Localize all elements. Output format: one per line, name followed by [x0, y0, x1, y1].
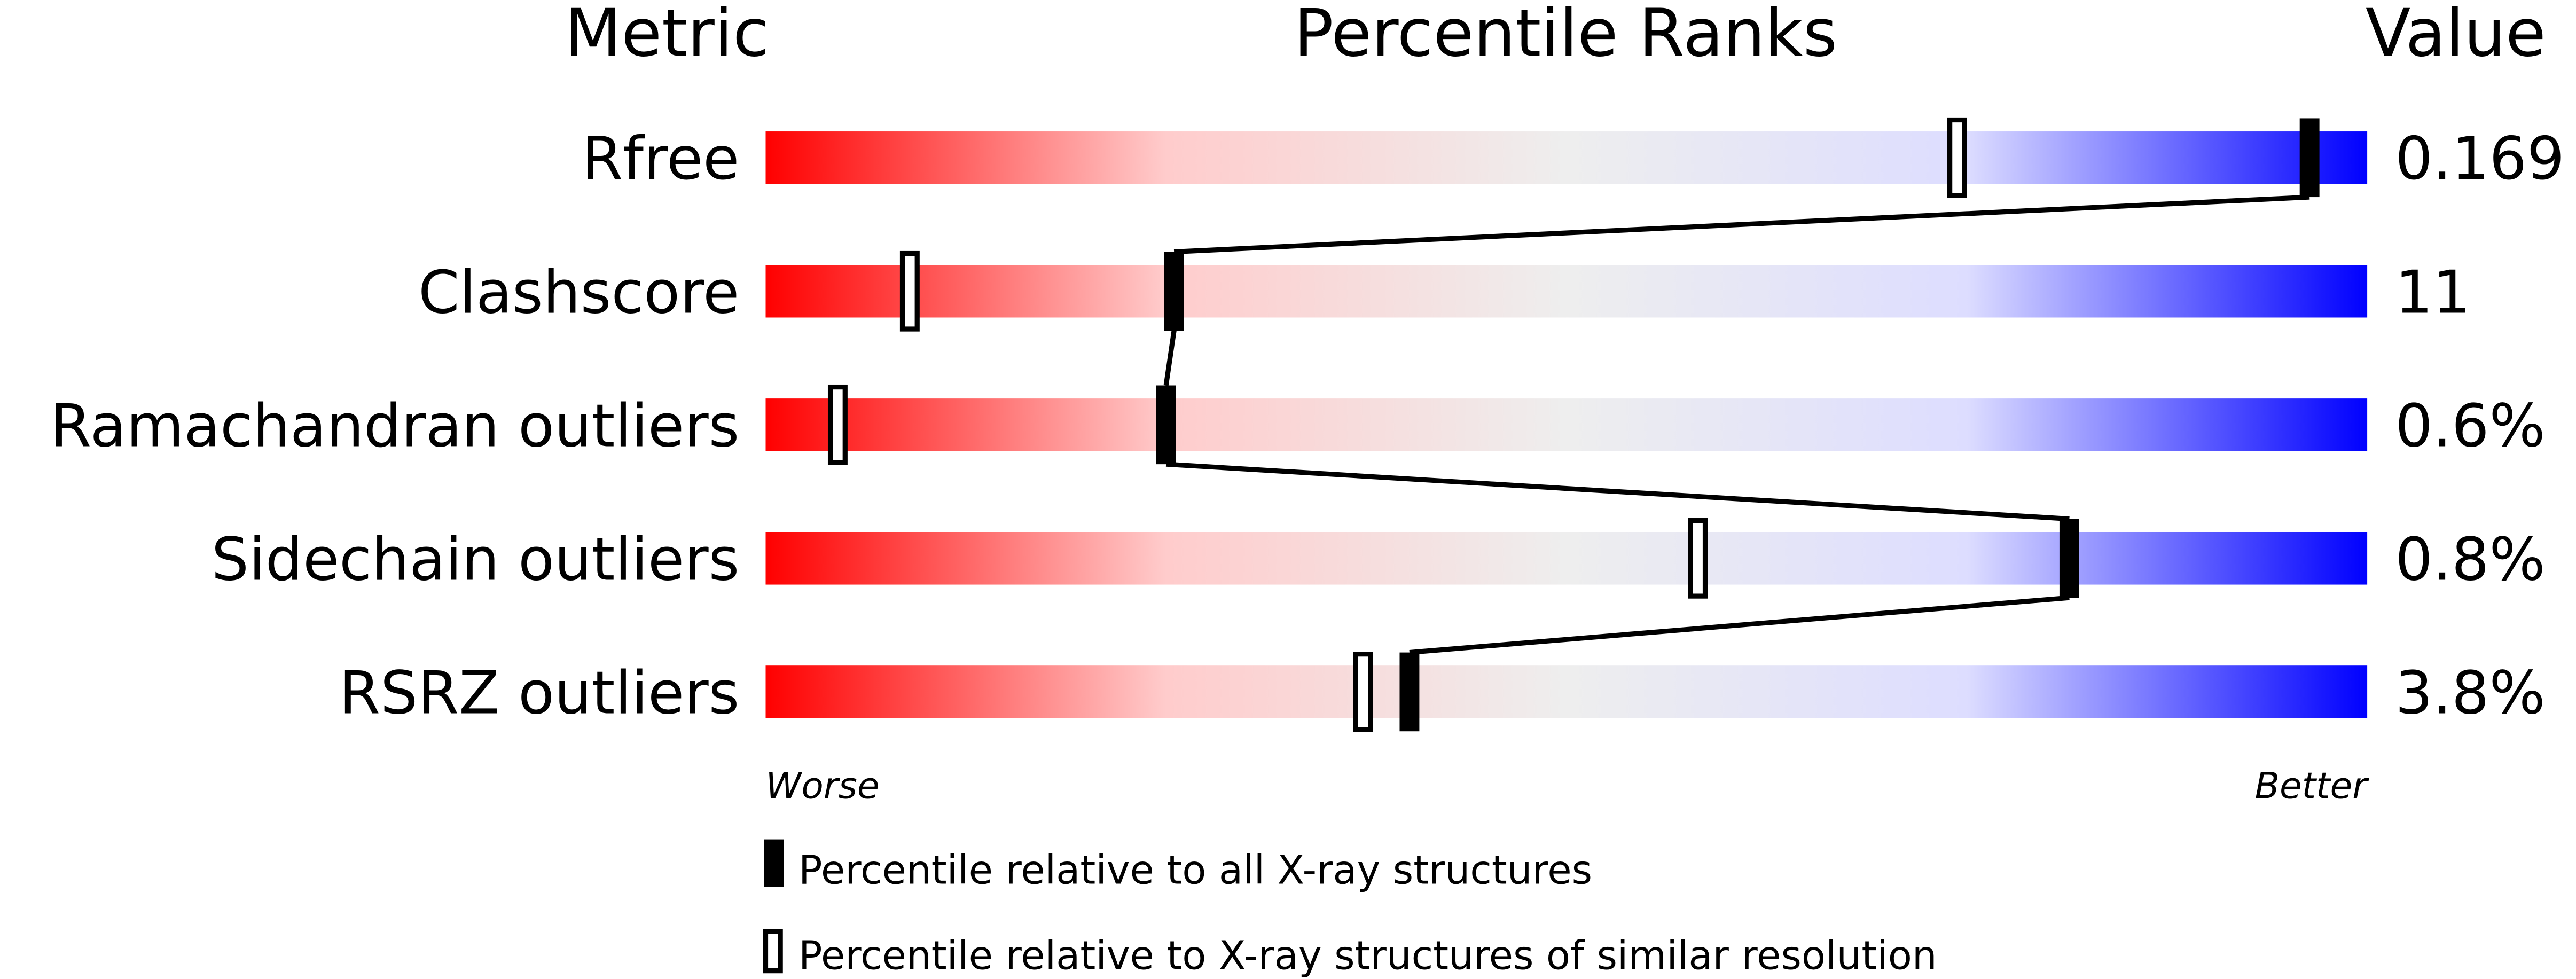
all-structures-marker — [1164, 252, 1184, 331]
metric-value: 0.169 — [2395, 124, 2564, 193]
metric-label: Rfree — [582, 124, 739, 193]
percentile-connector-line — [1165, 461, 2070, 522]
legend-all-label: Percentile relative to all X-ray structu… — [798, 848, 1592, 894]
similar-resolution-marker — [827, 384, 848, 465]
metric-value: 0.8% — [2395, 525, 2545, 594]
all-structures-marker — [2299, 118, 2320, 198]
percentile-bar — [765, 131, 2368, 184]
all-structures-marker — [1156, 385, 1176, 465]
axis-label-worse: Worse — [765, 765, 879, 807]
percentile-connector-line — [1173, 194, 2310, 255]
all-structures-marker — [1399, 652, 1420, 732]
percentile-connector-line — [1163, 330, 1177, 386]
similar-resolution-marker — [1947, 117, 1967, 198]
header-metric: Metric — [565, 0, 769, 72]
metric-label: Sidechain outliers — [212, 525, 740, 594]
percentile-bar — [765, 532, 2368, 585]
all-structures-marker — [2059, 519, 2079, 598]
header-value: Value — [2366, 0, 2546, 72]
percentile-bar — [765, 398, 2368, 451]
metric-label: Clashscore — [418, 258, 739, 327]
percentile-bar — [765, 265, 2368, 318]
metric-label: RSRZ outliers — [339, 659, 739, 727]
similar-resolution-marker — [1353, 652, 1373, 732]
legend-similar-label: Percentile relative to X-ray structures … — [798, 933, 1937, 979]
metric-value: 0.6% — [2395, 391, 2545, 460]
similar-resolution-marker — [899, 250, 920, 332]
metric-label: Ramachandran outliers — [50, 391, 739, 460]
percentile-bar — [765, 665, 2368, 718]
metric-value: 3.8% — [2395, 659, 2545, 727]
header-percentile-ranks: Percentile Ranks — [1294, 0, 1837, 72]
metric-value: 11 — [2395, 258, 2470, 327]
axis-label-better: Better — [2255, 765, 2370, 807]
legend-open-marker — [763, 929, 783, 974]
similar-resolution-marker — [1688, 518, 1708, 599]
percentile-connector-line — [1409, 595, 2070, 655]
legend-filled-marker — [764, 839, 784, 887]
